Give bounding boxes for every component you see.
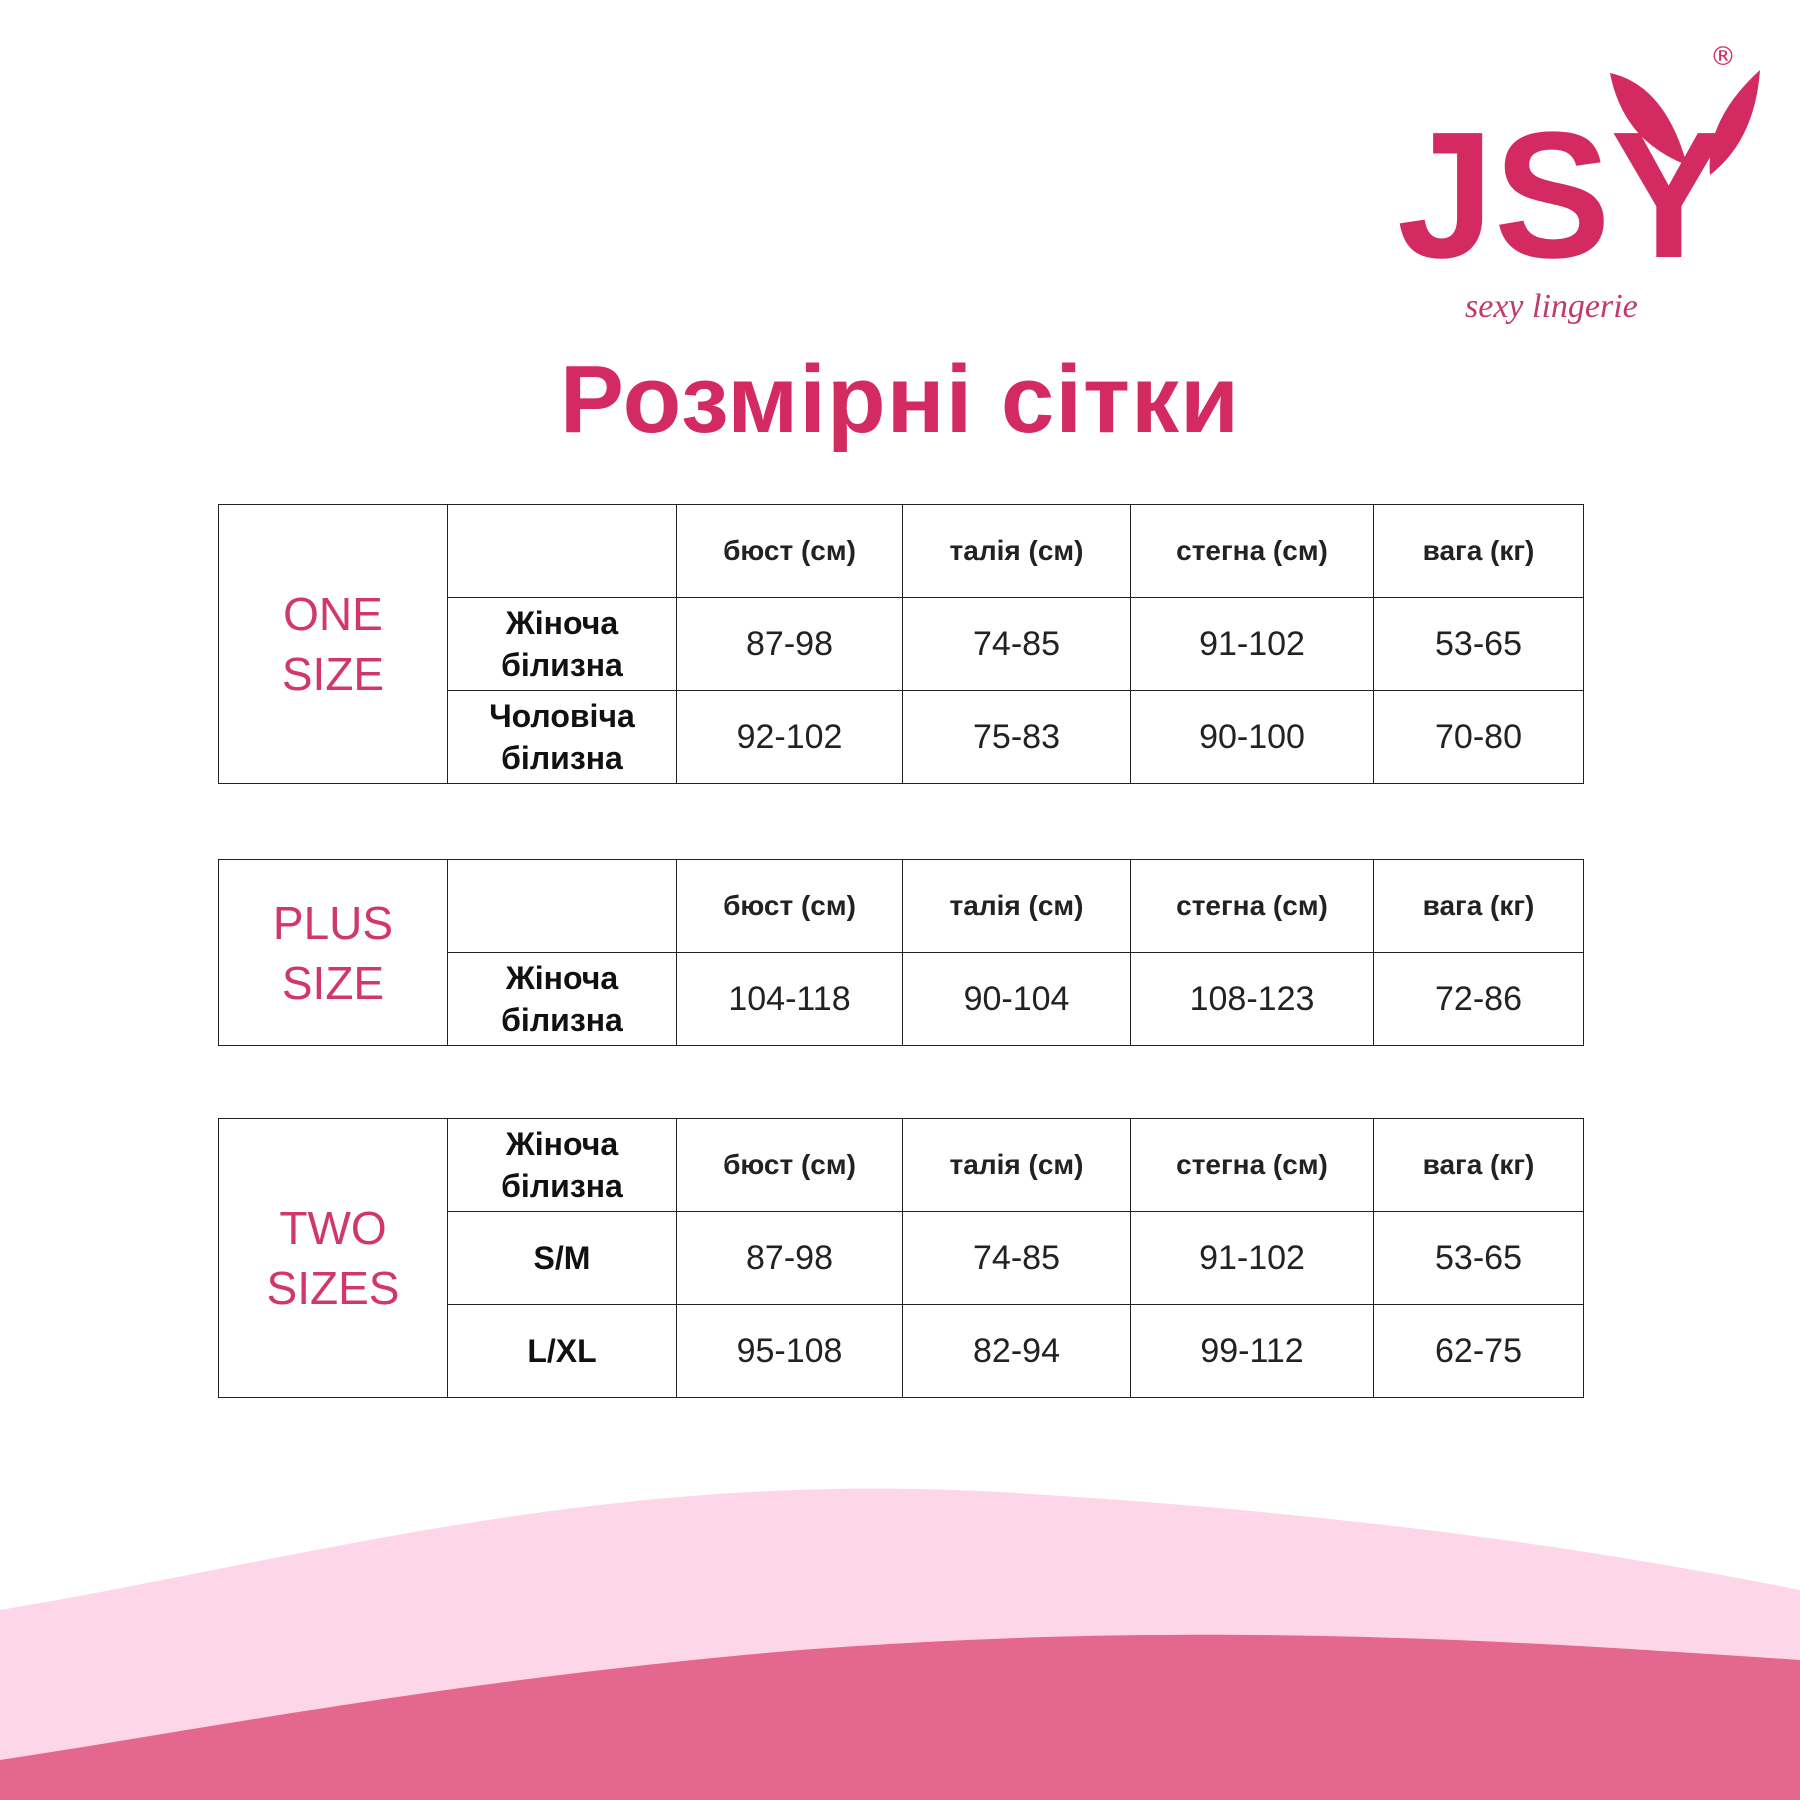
size-label: ONE SIZE bbox=[218, 504, 448, 784]
value-cell: 90-100 bbox=[1130, 690, 1374, 784]
header-hips: стегна (см) bbox=[1130, 504, 1374, 598]
header-bust: бюст (см) bbox=[676, 1118, 903, 1212]
page-title: Розмірні сітки bbox=[559, 346, 1241, 453]
dark-wave bbox=[0, 1634, 1800, 1800]
header-waist: талія (см) bbox=[902, 504, 1131, 598]
table-row: L/XL 95-108 82-94 99-112 62-75 bbox=[219, 1304, 1584, 1398]
row-label: Жіноча білизна bbox=[447, 952, 677, 1046]
corner-cell bbox=[447, 859, 677, 953]
value-cell: 99-112 bbox=[1130, 1304, 1374, 1398]
brand-name: JSY bbox=[1397, 95, 1727, 296]
table-row: S/M 87-98 74-85 91-102 53-65 bbox=[219, 1211, 1584, 1305]
value-cell: 62-75 bbox=[1373, 1304, 1584, 1398]
value-cell: 72-86 bbox=[1373, 952, 1584, 1046]
header-waist: талія (см) bbox=[902, 1118, 1131, 1212]
value-cell: 91-102 bbox=[1130, 1211, 1374, 1305]
value-cell: 70-80 bbox=[1373, 690, 1584, 784]
table-header-row: ONE SIZE бюст (см) талія (см) стегна (см)… bbox=[218, 504, 1584, 784]
size-label: TWO SIZES bbox=[218, 1118, 448, 1398]
value-cell: 92-102 bbox=[676, 690, 903, 784]
logo-leaf-right bbox=[1709, 70, 1760, 175]
value-cell: 53-65 bbox=[1373, 1211, 1584, 1305]
two-sizes-table: TWO SIZES Жіноча білизна бюст (см) талія (… bbox=[218, 1118, 1584, 1398]
header-bust: бюст (см) bbox=[676, 504, 903, 598]
corner-cell: Жіноча білизна bbox=[447, 1118, 677, 1212]
value-cell: 91-102 bbox=[1130, 597, 1374, 691]
value-cell: 82-94 bbox=[902, 1304, 1131, 1398]
header-hips: стегна (см) bbox=[1130, 859, 1374, 953]
row-label: Чоловіча білизна bbox=[447, 690, 677, 784]
header-hips: стегна (см) bbox=[1130, 1118, 1374, 1212]
jsy-logo: JSY ® sexy lingerie bbox=[1397, 42, 1760, 325]
logo-leaf-left bbox=[1610, 73, 1687, 165]
row-label: S/M bbox=[447, 1211, 677, 1305]
value-cell: 53-65 bbox=[1373, 597, 1584, 691]
one-size-table: ONE SIZE бюст (см) талія (см) стегна (см)… bbox=[218, 504, 1584, 784]
row-label: Жіноча білизна bbox=[447, 597, 677, 691]
value-cell: 74-85 bbox=[902, 597, 1131, 691]
value-cell: 90-104 bbox=[902, 952, 1131, 1046]
table-row: Жіноча білизна 104-118 90-104 108-123 72-… bbox=[219, 952, 1584, 1046]
header-weight: вага (кг) bbox=[1373, 1118, 1584, 1212]
header-weight: вага (кг) bbox=[1373, 504, 1584, 598]
header-weight: вага (кг) bbox=[1373, 859, 1584, 953]
row-label: L/XL bbox=[447, 1304, 677, 1398]
corner-cell bbox=[447, 504, 677, 598]
table-header-row: TWO SIZES Жіноча білизна бюст (см) талія (… bbox=[218, 1118, 1584, 1398]
plus-size-table: PLUS SIZE бюст (см) талія (см) стегна (см… bbox=[218, 859, 1584, 1046]
value-cell: 74-85 bbox=[902, 1211, 1131, 1305]
brand-tagline: sexy lingerie bbox=[1465, 288, 1638, 325]
value-cell: 104-118 bbox=[676, 952, 903, 1046]
header-bust: бюст (см) bbox=[676, 859, 903, 953]
table-row: Чоловіча білизна 92-102 75-83 90-100 70-8… bbox=[219, 690, 1584, 784]
table-row: Жіноча білизна 87-98 74-85 91-102 53-65 bbox=[219, 597, 1584, 691]
size-label: PLUS SIZE bbox=[218, 859, 448, 1046]
value-cell: 87-98 bbox=[676, 597, 903, 691]
header-waist: талія (см) bbox=[902, 859, 1131, 953]
table-header-row: PLUS SIZE бюст (см) талія (см) стегна (см… bbox=[218, 859, 1584, 1046]
value-cell: 75-83 bbox=[902, 690, 1131, 784]
registered-mark: ® bbox=[1710, 42, 1736, 72]
value-cell: 87-98 bbox=[676, 1211, 903, 1305]
decorative-waves bbox=[0, 1488, 1800, 1800]
value-cell: 108-123 bbox=[1130, 952, 1374, 1046]
value-cell: 95-108 bbox=[676, 1304, 903, 1398]
